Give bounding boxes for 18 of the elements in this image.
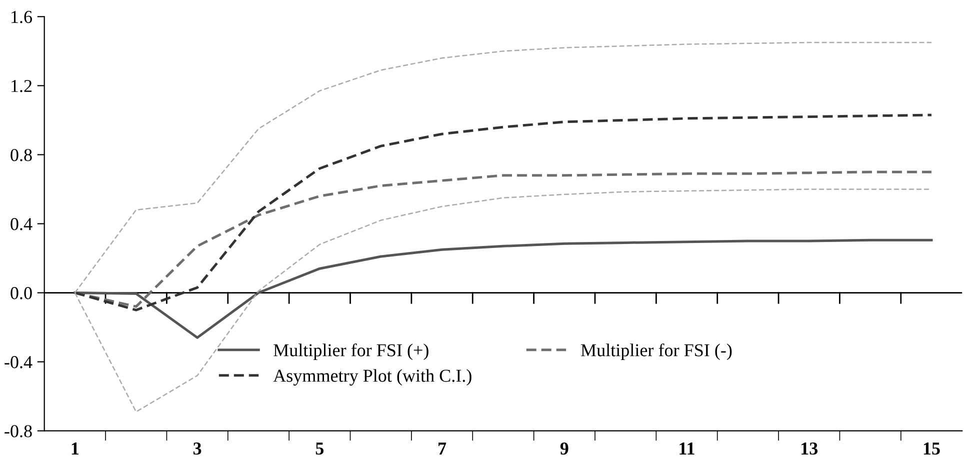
x-tick-label: 9 [560,442,568,455]
y-tick-label: 0.4 [10,218,32,230]
x-tick-label: 13 [802,442,818,455]
y-tick-label: -0.8 [4,425,32,438]
x-tick-label: 11 [680,442,694,454]
x-tick-label: 5 [316,442,324,455]
y-tick-label: 0.8 [10,148,32,162]
legend-label: Multiplier for FSI (-) [581,343,732,360]
x-tick-label: 3 [193,442,202,455]
legend-label: Multiplier for FSI (+) [274,343,428,360]
y-tick-label: 0.0 [10,287,32,300]
y-tick-label: -0.4 [4,356,32,368]
y-tick-label: 1.6 [12,10,32,24]
x-tick-label: 7 [438,442,446,454]
legend-label: Asymmetry Plot (with C.I.) [273,369,472,386]
y-tick-label: 1.2 [12,80,32,92]
x-tick-label: 15 [924,442,940,455]
x-tick-label: 1 [72,442,79,454]
